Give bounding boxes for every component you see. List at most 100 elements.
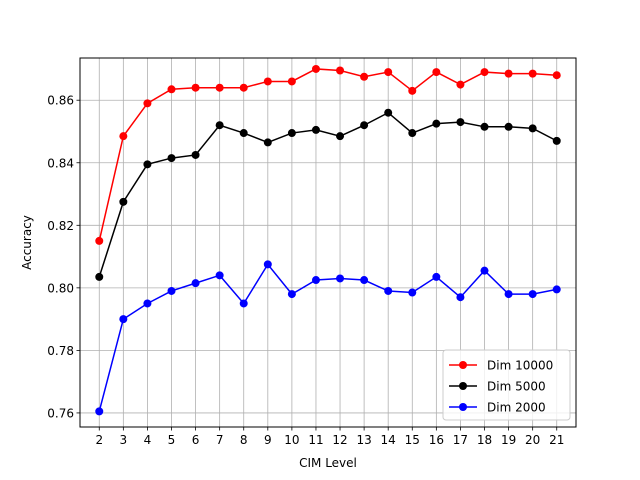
data-point-dim-2000	[336, 274, 345, 283]
data-point-dim-2000	[143, 299, 152, 308]
data-point-dim-5000	[143, 160, 152, 169]
legend-label-dim-2000: Dim 2000	[487, 401, 546, 415]
data-point-dim-2000	[504, 290, 513, 299]
data-point-dim-5000	[384, 108, 393, 117]
data-point-dim-10000	[239, 83, 248, 92]
y-tick-label: 0.78	[47, 344, 74, 358]
data-point-dim-5000	[360, 121, 369, 130]
data-point-dim-10000	[119, 132, 128, 141]
data-point-dim-2000	[191, 279, 200, 288]
data-point-dim-10000	[384, 68, 393, 77]
data-point-dim-5000	[311, 125, 320, 134]
data-point-dim-10000	[504, 69, 513, 78]
x-tick-label: 9	[264, 433, 272, 447]
legend-marker-dim-2000	[459, 403, 467, 411]
axis-ticks: 2 3 4 5 6 7 8 9 10 11 12 13 14 15 16 17 18 19 20 21 0.76 0.78…	[47, 94, 564, 447]
data-point-dim-10000	[311, 64, 320, 73]
data-point-dim-5000	[119, 197, 128, 206]
x-tick-label: 21	[549, 433, 564, 447]
data-point-dim-10000	[287, 77, 296, 86]
y-tick-label: 0.76	[47, 406, 74, 420]
x-axis-label: CIM Level	[299, 456, 357, 470]
data-point-dim-5000	[480, 122, 489, 131]
series-line-dim-2000	[98, 263, 557, 412]
data-point-dim-10000	[432, 68, 441, 77]
x-tick-label: 16	[429, 433, 444, 447]
data-point-dim-5000	[528, 124, 537, 133]
data-point-dim-2000	[263, 260, 272, 269]
y-tick-label: 0.80	[47, 281, 74, 295]
data-point-dim-2000	[119, 315, 128, 324]
legend-box	[442, 349, 571, 421]
data-point-dim-5000	[432, 119, 441, 128]
data-point-dim-2000	[167, 286, 176, 295]
data-point-dim-10000	[191, 83, 200, 92]
x-tick-label: 8	[240, 433, 248, 447]
legend-marker-dim-5000	[459, 382, 467, 390]
data-point-dim-10000	[552, 71, 561, 80]
x-tick-label: 2	[95, 433, 103, 447]
x-tick-label: 14	[381, 433, 396, 447]
data-point-dim-2000	[287, 290, 296, 299]
plot-series	[95, 64, 561, 416]
data-point-dim-2000	[384, 286, 393, 295]
data-point-dim-2000	[360, 276, 369, 285]
data-point-dim-5000	[408, 129, 417, 138]
y-tick-label: 0.82	[47, 219, 74, 233]
data-point-dim-5000	[336, 132, 345, 141]
series-line-dim-10000	[98, 68, 557, 242]
x-tick-label: 12	[332, 433, 347, 447]
data-point-dim-2000	[552, 285, 561, 294]
x-tick-label: 17	[453, 433, 468, 447]
data-point-dim-2000	[432, 272, 441, 281]
data-point-dim-10000	[215, 83, 224, 92]
data-point-dim-2000	[239, 299, 248, 308]
x-tick-label: 4	[144, 433, 152, 447]
data-point-dim-5000	[456, 118, 465, 127]
data-point-dim-2000	[480, 266, 489, 275]
data-point-dim-10000	[408, 86, 417, 95]
data-point-dim-5000	[552, 136, 561, 145]
x-tick-label: 6	[192, 433, 200, 447]
data-point-dim-10000	[456, 80, 465, 89]
x-tick-label: 10	[284, 433, 299, 447]
legend-label-dim-5000: Dim 5000	[487, 380, 546, 394]
data-point-dim-2000	[528, 290, 537, 299]
data-point-dim-5000	[504, 122, 513, 131]
y-tick-label: 0.84	[47, 156, 74, 170]
data-point-dim-10000	[263, 77, 272, 86]
data-point-dim-5000	[215, 121, 224, 130]
x-tick-label: 11	[308, 433, 323, 447]
data-point-dim-5000	[287, 129, 296, 138]
data-point-dim-10000	[167, 85, 176, 94]
legend-label-dim-10000: Dim 10000	[487, 359, 553, 373]
data-point-dim-10000	[336, 66, 345, 75]
data-point-dim-10000	[143, 99, 152, 108]
data-point-dim-5000	[167, 154, 176, 163]
x-tick-label: 18	[477, 433, 492, 447]
x-tick-label: 5	[168, 433, 176, 447]
data-point-dim-5000	[95, 272, 104, 281]
data-point-dim-5000	[239, 129, 248, 138]
plot-frame	[79, 57, 577, 428]
y-axis-label: Accuracy	[20, 215, 34, 270]
data-point-dim-10000	[95, 236, 104, 245]
legend: Dim 10000 Dim 5000 Dim 2000	[442, 349, 571, 421]
legend-marker-dim-10000	[459, 361, 467, 369]
x-tick-label: 3	[120, 433, 128, 447]
x-tick-label: 19	[501, 433, 516, 447]
data-point-dim-2000	[95, 407, 104, 416]
data-point-dim-2000	[456, 293, 465, 302]
y-tick-label: 0.86	[47, 94, 74, 108]
data-point-dim-10000	[528, 69, 537, 78]
data-point-dim-5000	[263, 138, 272, 147]
data-point-dim-10000	[360, 72, 369, 81]
data-point-dim-10000	[480, 68, 489, 77]
series-line-dim-5000	[98, 111, 558, 278]
x-tick-label: 13	[356, 433, 371, 447]
data-point-dim-2000	[215, 271, 224, 280]
x-tick-label: 15	[405, 433, 420, 447]
data-point-dim-5000	[191, 150, 200, 159]
data-point-dim-2000	[408, 288, 417, 297]
